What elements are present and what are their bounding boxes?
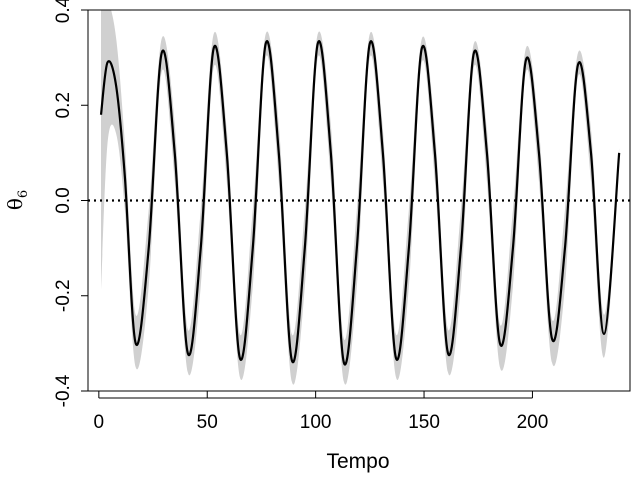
- y-tick-label: -0.2: [53, 279, 74, 312]
- y-tick-label: 0.4: [53, 0, 74, 23]
- x-axis-title: Tempo: [326, 450, 389, 473]
- x-tick-label: 200: [517, 412, 549, 433]
- y-tick-label: 0.2: [53, 92, 74, 118]
- x-tick-label: 150: [408, 412, 440, 433]
- x-tick-label: 100: [300, 412, 332, 433]
- y-tick-label: -0.4: [53, 374, 74, 407]
- y-axis-title: θ6: [3, 190, 31, 210]
- series-line-layer: [99, 40, 621, 366]
- x-tick-label: 0: [94, 412, 105, 433]
- axes-layer: 0 50 100 150 200 -0.4 -0.2 0.0 0.2 0.4: [53, 0, 631, 433]
- series-line: [99, 40, 621, 366]
- y-axis-title-subscript: 6: [16, 190, 31, 198]
- x-tick-label: 50: [197, 412, 218, 433]
- y-tick-label: 0.0: [53, 187, 74, 213]
- y-axis-title-symbol: θ: [3, 198, 27, 210]
